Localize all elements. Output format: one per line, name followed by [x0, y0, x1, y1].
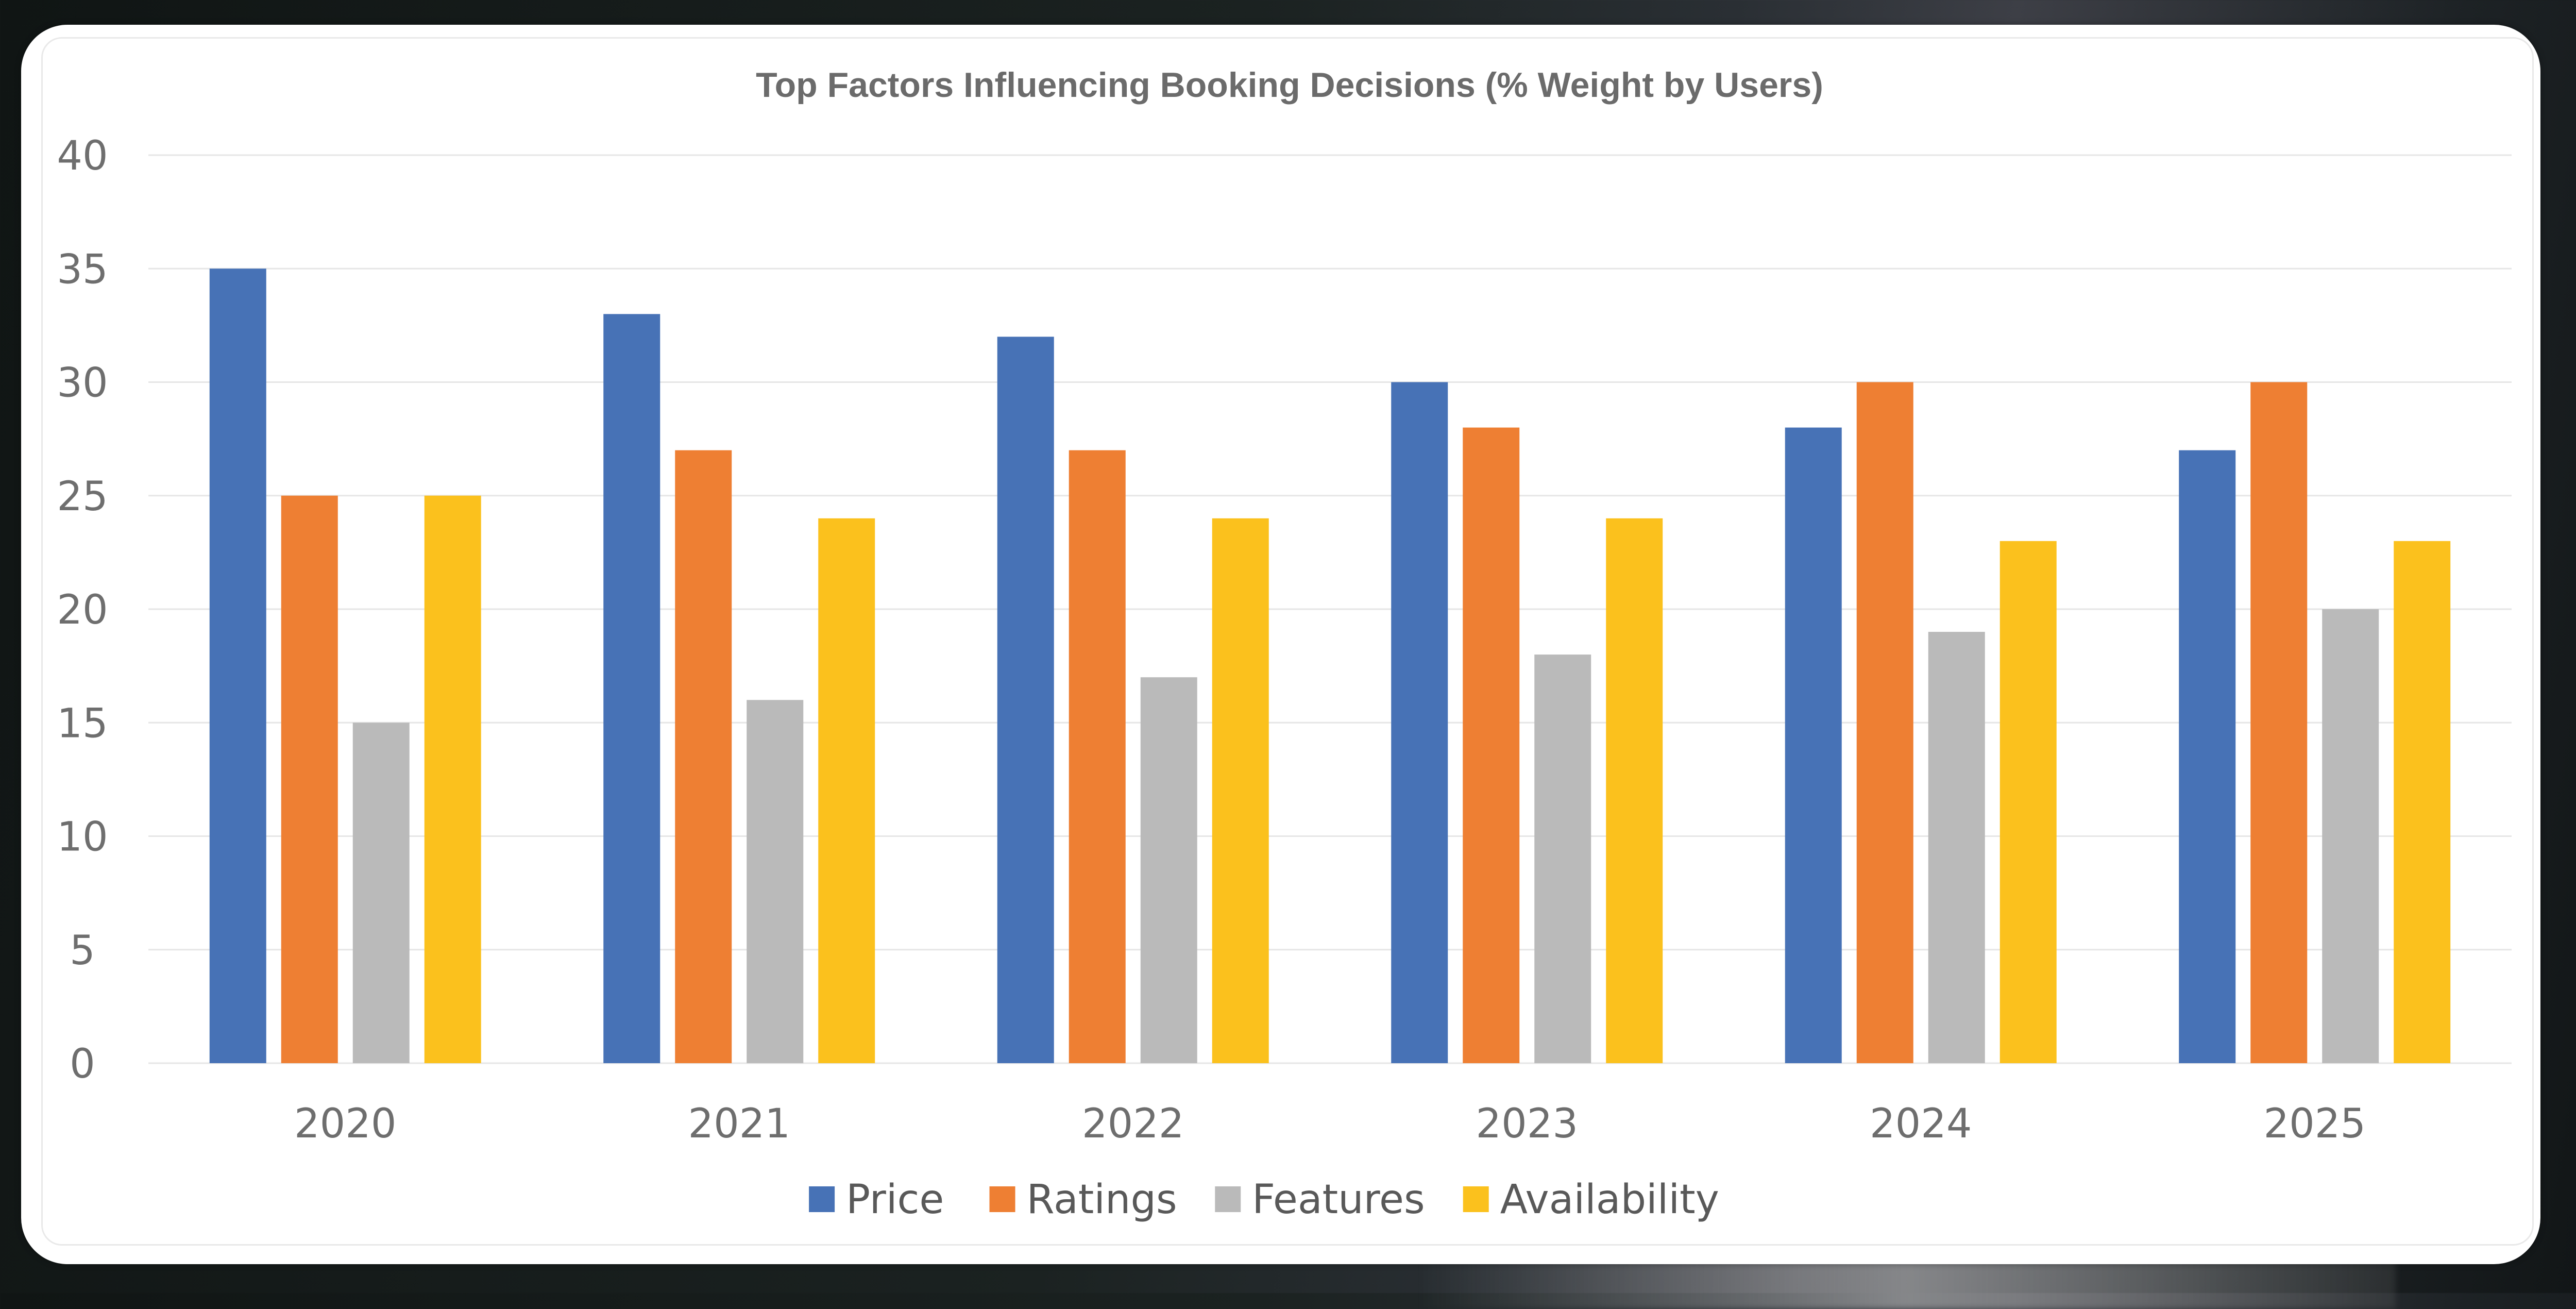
- bar-availability-2025: [2394, 541, 2451, 1063]
- legend-label: Features: [1252, 1177, 1425, 1223]
- x-tick-label: 2021: [688, 1101, 790, 1147]
- bar-availability-2020: [424, 495, 481, 1063]
- x-axis-ticks: 2020 2021 2022 2023 2024 2025: [294, 1101, 2366, 1147]
- y-tick-label: 5: [70, 928, 95, 974]
- chart-frame: [41, 37, 2534, 1246]
- y-tick-label: 40: [57, 133, 108, 179]
- bar-features-2020: [352, 723, 410, 1063]
- legend-swatch: [989, 1186, 1015, 1212]
- legend-item-features[interactable]: Features: [1215, 1177, 1425, 1223]
- legend-label: Availability: [1500, 1177, 1719, 1223]
- legend-item-availability[interactable]: Availability: [1463, 1177, 1719, 1223]
- y-tick-label: 25: [57, 474, 108, 520]
- bar-ratings-2020: [281, 495, 338, 1063]
- legend-swatch: [809, 1186, 835, 1212]
- bar-ratings-2025: [2250, 382, 2308, 1063]
- bar-features-2023: [1534, 654, 1591, 1063]
- x-tick-label: 2023: [1476, 1101, 1578, 1147]
- y-tick-label: 15: [57, 700, 108, 747]
- bar-price-2025: [2179, 450, 2236, 1063]
- x-tick-label: 2024: [1870, 1101, 1972, 1147]
- bar-features-2021: [747, 700, 804, 1063]
- legend-swatch: [1463, 1186, 1489, 1212]
- bar-ratings-2024: [1856, 382, 1913, 1063]
- y-tick-label: 0: [70, 1041, 95, 1087]
- bar-price-2020: [209, 268, 266, 1063]
- bar-features-2022: [1140, 677, 1197, 1063]
- bar-availability-2024: [1999, 541, 2057, 1063]
- y-tick-label: 35: [57, 246, 108, 293]
- legend-swatch: [1215, 1186, 1241, 1212]
- bar-availability-2023: [1606, 518, 1663, 1063]
- y-tick-label: 20: [57, 587, 108, 633]
- legend: Price Ratings Features Availability: [809, 1177, 1719, 1223]
- legend-label: Ratings: [1027, 1177, 1177, 1223]
- bar-ratings-2021: [675, 450, 732, 1063]
- bar-ratings-2022: [1069, 450, 1126, 1063]
- gridlines: [148, 154, 2512, 1064]
- chart-title: Top Factors Influencing Booking Decision…: [756, 65, 1823, 105]
- legend-label: Price: [846, 1177, 944, 1223]
- bar-price-2024: [1785, 427, 1842, 1063]
- bar-availability-2022: [1212, 518, 1269, 1063]
- legend-item-price[interactable]: Price: [809, 1177, 944, 1223]
- y-tick-label: 30: [57, 360, 108, 407]
- x-tick-label: 2025: [2263, 1101, 2366, 1147]
- bar-availability-2021: [818, 518, 875, 1063]
- legend-item-ratings[interactable]: Ratings: [989, 1177, 1177, 1223]
- bar-features-2025: [2322, 609, 2379, 1063]
- x-tick-label: 2020: [294, 1101, 397, 1147]
- bar-features-2024: [1928, 632, 1985, 1063]
- bar-price-2021: [603, 314, 660, 1063]
- y-axis-ticks: 0 5 10 15 20 25 30 35 40: [57, 133, 108, 1087]
- bar-ratings-2023: [1463, 427, 1520, 1063]
- bar-price-2023: [1391, 382, 1448, 1063]
- x-tick-label: 2022: [1082, 1101, 1184, 1147]
- bar-price-2022: [997, 337, 1054, 1063]
- y-tick-label: 10: [57, 814, 108, 861]
- bars: [209, 268, 2451, 1063]
